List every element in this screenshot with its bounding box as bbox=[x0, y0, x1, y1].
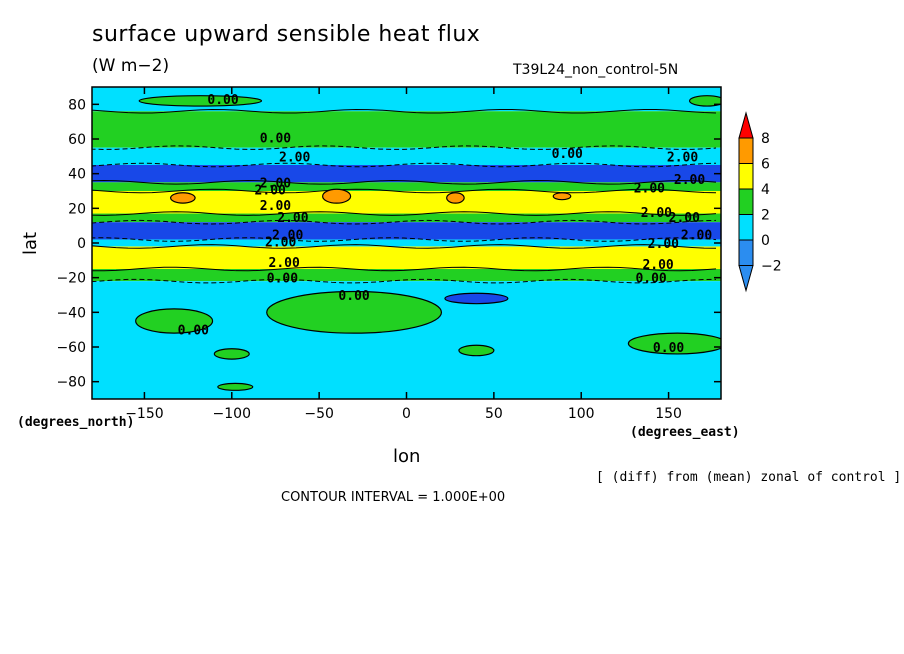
contour-line bbox=[92, 145, 717, 150]
colorbar-label: 2 bbox=[761, 208, 770, 224]
contour-label: 2.00 bbox=[667, 150, 698, 165]
contour-label: 2.00 bbox=[674, 173, 705, 188]
colorbar-segment bbox=[738, 137, 754, 164]
y-tick-label: 40 bbox=[68, 167, 86, 183]
contour-patch bbox=[627, 332, 721, 355]
x-axis-unit: (degrees_east) bbox=[630, 425, 740, 440]
colorbar-top-triangle bbox=[738, 111, 754, 139]
zonal-band bbox=[92, 182, 721, 191]
contour-label: 0.00 bbox=[260, 131, 291, 146]
contour-label: 2.00 bbox=[260, 199, 291, 214]
contour-label: 0.00 bbox=[338, 289, 369, 304]
contour-label: 2.00 bbox=[269, 256, 300, 271]
y-tick-label: 80 bbox=[68, 97, 86, 113]
zonal-band bbox=[92, 246, 721, 269]
contour-label: 0.00 bbox=[207, 93, 238, 108]
contour-line bbox=[92, 278, 717, 284]
contour-line bbox=[92, 108, 717, 114]
units-label: (W m−2) bbox=[92, 56, 170, 76]
contour-patch bbox=[552, 192, 572, 201]
x-tick-label: 50 bbox=[485, 406, 503, 422]
contour-label: 2.00 bbox=[669, 211, 700, 226]
x-axis-title: lon bbox=[393, 446, 421, 467]
y-tick-label: 20 bbox=[68, 201, 86, 217]
y-axis-title: lat bbox=[20, 231, 41, 255]
zonal-band bbox=[92, 239, 721, 247]
x-tick-label: −50 bbox=[304, 406, 334, 422]
zonal-band bbox=[92, 269, 721, 282]
contour-label: 0.00 bbox=[653, 341, 684, 356]
contour-line bbox=[92, 219, 717, 225]
contour-label: 2.00 bbox=[634, 182, 665, 197]
colorbar-segment bbox=[738, 214, 754, 241]
y-tick-label: −40 bbox=[56, 305, 86, 321]
y-axis-unit: (degrees_north) bbox=[17, 415, 135, 430]
contour-patch bbox=[688, 95, 721, 107]
x-tick-label: 0 bbox=[402, 406, 411, 422]
zonal-band bbox=[92, 222, 721, 240]
y-tick-label: 60 bbox=[68, 132, 86, 148]
contour-interval: CONTOUR INTERVAL = 1.000E+00 bbox=[281, 490, 506, 505]
y-tick-label: −60 bbox=[56, 340, 86, 356]
y-tick-label: 0 bbox=[77, 236, 86, 252]
x-tick-label: −100 bbox=[213, 406, 251, 422]
experiment-label: T39L24_non_control-5N bbox=[513, 62, 679, 78]
contour-label: 2.00 bbox=[279, 150, 310, 165]
contour-patch bbox=[170, 192, 196, 204]
contour-label: 2.00 bbox=[642, 258, 673, 273]
colorbar-bottom-triangle bbox=[738, 265, 754, 293]
chart-title: surface upward sensible heat flux bbox=[92, 22, 481, 47]
contour-patch bbox=[444, 292, 509, 305]
colorbar-segment bbox=[738, 239, 754, 266]
contour-label: 2.00 bbox=[648, 237, 679, 252]
x-tick-label: −150 bbox=[125, 406, 163, 422]
x-tick-label: 100 bbox=[568, 406, 595, 422]
y-tick-label: −20 bbox=[56, 271, 86, 287]
contour-label: 2.00 bbox=[255, 183, 286, 198]
contour-line bbox=[92, 188, 717, 194]
contour-patch bbox=[458, 344, 495, 357]
contour-label: 2.00 bbox=[260, 176, 291, 191]
zonal-band bbox=[92, 165, 721, 183]
colorbar-label: 8 bbox=[761, 131, 770, 147]
diff-note: [ (diff) from (mean) zonal of control ] bbox=[596, 470, 902, 485]
contour-patch bbox=[213, 348, 250, 360]
colorbar-label: −2 bbox=[761, 259, 782, 275]
contour-label: 0.00 bbox=[267, 272, 298, 287]
contour-line bbox=[92, 162, 717, 168]
contour-label: 0.00 bbox=[635, 272, 666, 287]
contour-patch bbox=[266, 290, 443, 334]
contour-line bbox=[92, 237, 717, 242]
contour-patch bbox=[322, 188, 352, 204]
colorbar-label: 0 bbox=[761, 233, 770, 249]
colorbar-label: 4 bbox=[761, 182, 770, 198]
contour-line bbox=[92, 180, 717, 185]
colorbar-segment bbox=[738, 163, 754, 190]
plot-area: 0.000.000.002.00 2.002.002.002.00 2.002.00… bbox=[92, 87, 721, 399]
zonal-band bbox=[92, 111, 721, 148]
colorbar-label: 6 bbox=[761, 157, 770, 173]
contour-label: 2.00 bbox=[681, 228, 712, 243]
contour-line bbox=[92, 266, 717, 272]
contour-label: 2.00 bbox=[272, 228, 303, 243]
contour-patch bbox=[138, 95, 263, 107]
contour-label: 2.00 bbox=[265, 235, 296, 250]
zonal-band bbox=[92, 147, 721, 165]
zonal-band bbox=[92, 213, 721, 223]
contour-line bbox=[92, 211, 717, 216]
contour-patch bbox=[135, 308, 214, 334]
contour-label: 2.00 bbox=[641, 206, 672, 221]
contour-patch bbox=[446, 192, 465, 204]
colorbar-segment bbox=[738, 188, 754, 215]
contour-patch bbox=[217, 382, 254, 391]
contour-line bbox=[92, 244, 717, 249]
x-tick-label: 150 bbox=[655, 406, 682, 422]
contour-label: 2.00 bbox=[277, 211, 308, 226]
y-tick-label: −80 bbox=[56, 375, 86, 391]
contour-label: 0.00 bbox=[552, 147, 583, 162]
contour-label: 0.00 bbox=[178, 324, 209, 339]
